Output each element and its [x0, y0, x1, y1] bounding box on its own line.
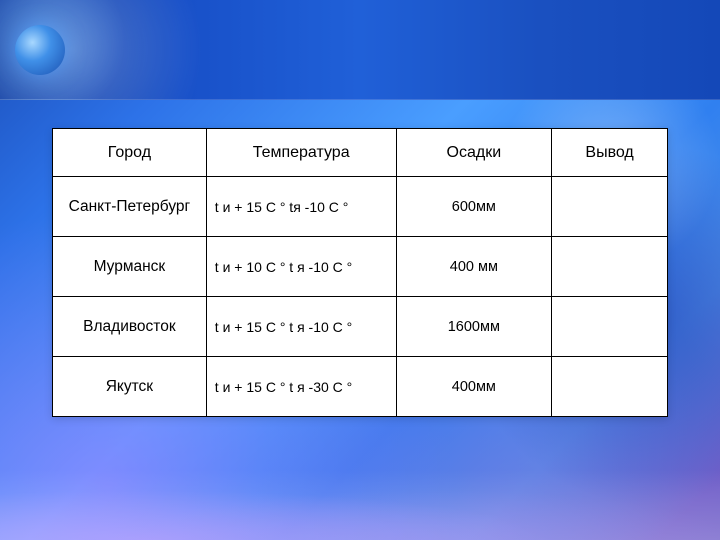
cell-conclusion: [552, 297, 668, 357]
header-temperature: Температура: [206, 129, 396, 177]
cell-precipitation: 600мм: [396, 177, 552, 237]
cell-conclusion: [552, 177, 668, 237]
cell-city: Владивосток: [53, 297, 207, 357]
cell-precipitation: 400мм: [396, 357, 552, 417]
cell-city: Якутск: [53, 357, 207, 417]
table-header-row: Город Температура Осадки Вывод: [53, 129, 668, 177]
table-row: Якутск t и + 15 C ° t я -30 C ° 400мм: [53, 357, 668, 417]
bottom-decoration: [0, 470, 720, 540]
header-precipitation: Осадки: [396, 129, 552, 177]
top-banner: [0, 0, 720, 100]
cell-city: Мурманск: [53, 237, 207, 297]
cell-conclusion: [552, 237, 668, 297]
cell-temperature: t и + 10 C ° t я -10 C °: [206, 237, 396, 297]
cell-temperature: t и + 15 C ° t я -30 C °: [206, 357, 396, 417]
table-row: Владивосток t и + 15 C ° t я -10 C ° 160…: [53, 297, 668, 357]
header-city: Город: [53, 129, 207, 177]
climate-table: Город Температура Осадки Вывод Санкт-Пет…: [52, 128, 668, 417]
cell-precipitation: 400 мм: [396, 237, 552, 297]
table-row: Санкт-Петербург t и + 15 C ° tя -10 C ° …: [53, 177, 668, 237]
cell-city: Санкт-Петербург: [53, 177, 207, 237]
header-conclusion: Вывод: [552, 129, 668, 177]
cell-precipitation: 1600мм: [396, 297, 552, 357]
cell-temperature: t и + 15 C ° tя -10 C °: [206, 177, 396, 237]
cell-conclusion: [552, 357, 668, 417]
table-row: Мурманск t и + 10 C ° t я -10 C ° 400 мм: [53, 237, 668, 297]
climate-table-container: Город Температура Осадки Вывод Санкт-Пет…: [52, 128, 668, 417]
cell-temperature: t и + 15 C ° t я -10 C °: [206, 297, 396, 357]
